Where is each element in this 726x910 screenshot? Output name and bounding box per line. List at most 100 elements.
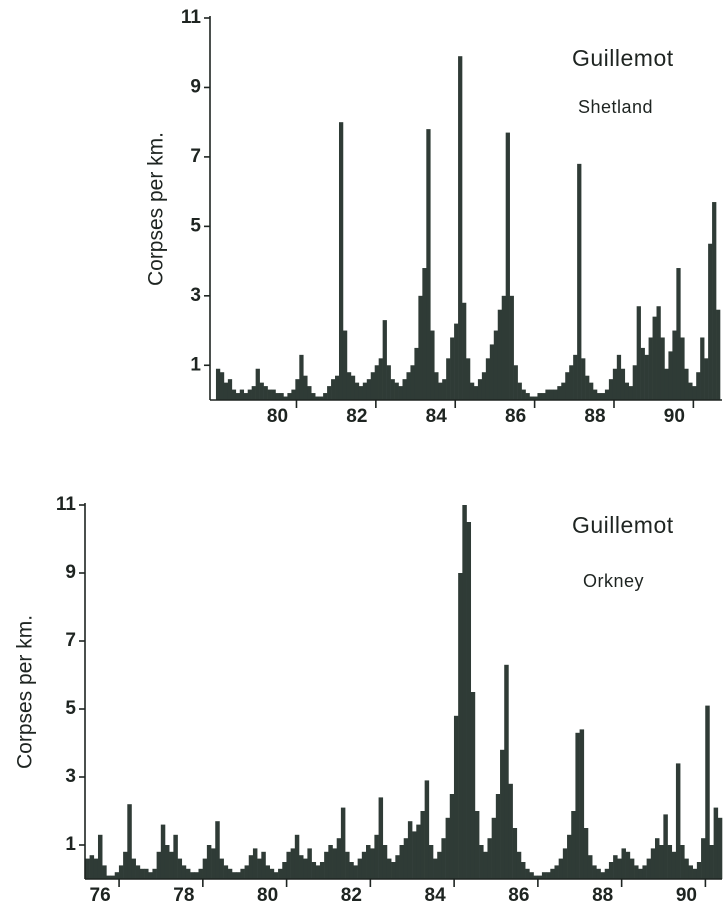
- bar: [561, 382, 566, 400]
- bar: [265, 865, 270, 879]
- bar: [324, 851, 329, 879]
- x-tick-label: 86: [505, 406, 526, 427]
- bar: [701, 838, 706, 879]
- bar: [593, 389, 598, 400]
- bar: [600, 393, 606, 400]
- bar: [269, 868, 275, 879]
- bar: [571, 811, 576, 879]
- bar: [89, 855, 95, 879]
- bar: [370, 848, 375, 879]
- bar: [319, 396, 324, 400]
- bar: [307, 386, 312, 400]
- bar: [255, 368, 260, 400]
- bar: [537, 875, 543, 879]
- bar: [541, 872, 547, 879]
- bar: [668, 351, 673, 400]
- y-tick-label: 3: [190, 285, 201, 306]
- bar: [97, 834, 103, 879]
- bar: [127, 804, 132, 879]
- bar: [211, 848, 216, 879]
- bar: [621, 848, 626, 879]
- bar: [634, 865, 639, 879]
- bar: [287, 393, 292, 400]
- y-tick-label: 7: [65, 630, 76, 651]
- bar: [608, 862, 614, 879]
- bar: [660, 337, 665, 400]
- bar: [596, 393, 602, 400]
- bar: [640, 347, 645, 400]
- bar: [705, 705, 710, 879]
- bar: [479, 845, 484, 879]
- bar: [194, 872, 199, 879]
- bar: [708, 243, 713, 400]
- bar: [259, 382, 264, 400]
- bar: [426, 129, 431, 401]
- bar: [335, 375, 340, 400]
- bar: [581, 358, 586, 400]
- bar: [354, 382, 360, 400]
- bar: [416, 824, 421, 879]
- bar: [642, 865, 647, 879]
- bar: [135, 865, 141, 879]
- bar: [395, 855, 400, 879]
- bar: [585, 375, 590, 400]
- bar: [596, 868, 601, 879]
- bar: [378, 797, 384, 879]
- bar: [407, 821, 413, 879]
- bar: [716, 309, 721, 400]
- bar: [349, 862, 354, 879]
- bar: [235, 393, 241, 400]
- bar: [290, 848, 296, 879]
- y-tick-label: 5: [190, 215, 201, 236]
- bar: [713, 807, 719, 879]
- bar: [600, 872, 606, 879]
- bar: [489, 344, 495, 400]
- bar: [616, 354, 622, 400]
- bar: [450, 337, 455, 400]
- bar: [332, 848, 338, 879]
- bar: [638, 868, 643, 879]
- bar: [509, 295, 514, 400]
- bar: [481, 372, 487, 400]
- bar: [458, 56, 463, 400]
- bar: [533, 875, 539, 879]
- bar: [185, 868, 191, 879]
- bar: [378, 358, 383, 400]
- bar: [148, 872, 153, 879]
- bar: [696, 372, 701, 400]
- bar: [483, 851, 488, 879]
- bar: [554, 865, 559, 879]
- y-tick-label: 11: [56, 494, 77, 515]
- bar: [247, 389, 252, 400]
- bar: [652, 316, 657, 400]
- bar: [215, 368, 221, 400]
- bar: [632, 365, 637, 400]
- bar: [592, 865, 597, 879]
- x-tick-label: 86: [508, 885, 529, 906]
- x-tick-label: 88: [592, 885, 613, 906]
- bar: [628, 386, 633, 400]
- bar: [613, 855, 618, 879]
- bar: [422, 268, 427, 400]
- bar: [299, 354, 304, 400]
- bar: [453, 715, 459, 879]
- bar: [477, 379, 483, 400]
- bar: [495, 794, 501, 879]
- bar: [282, 862, 287, 879]
- bar: [118, 865, 124, 879]
- bar: [512, 828, 518, 879]
- x-tick-label: 84: [425, 885, 447, 906]
- y-tick-label: 3: [65, 766, 76, 787]
- x-tick-label: 80: [267, 406, 288, 427]
- bar: [315, 865, 321, 879]
- bar: [620, 368, 626, 400]
- bar: [704, 358, 709, 400]
- bar: [390, 379, 395, 400]
- y-tick-label: 1: [190, 354, 201, 375]
- bar: [579, 729, 585, 879]
- bar: [261, 851, 266, 879]
- bar: [319, 862, 325, 879]
- bar: [131, 858, 136, 879]
- bar: [569, 365, 574, 400]
